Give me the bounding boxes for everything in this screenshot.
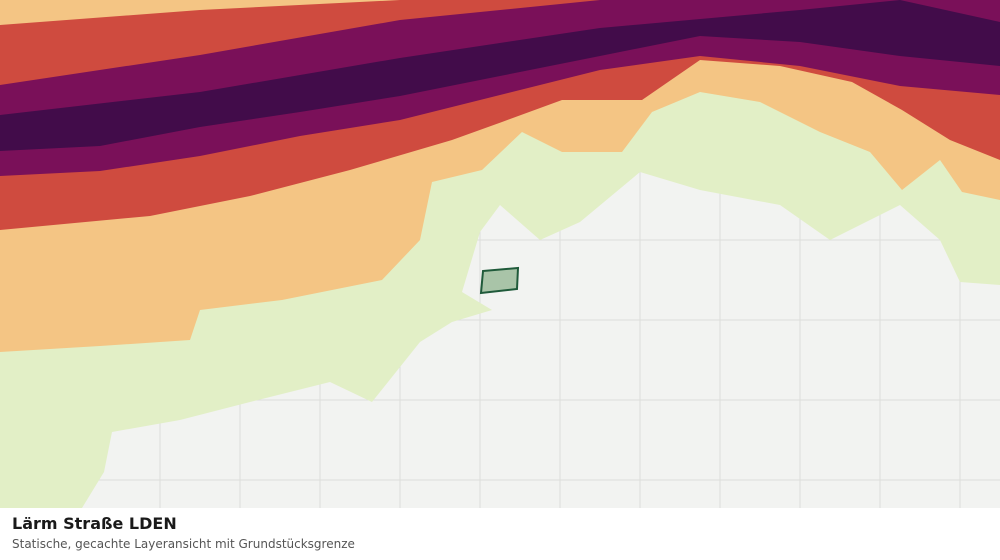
caption: Lärm Straße LDEN Statische, gecachte Lay… bbox=[0, 508, 1000, 560]
caption-subtitle: Statische, gecachte Layeransicht mit Gru… bbox=[12, 537, 355, 551]
parcel-boundary[interactable] bbox=[479, 266, 520, 295]
map-view bbox=[0, 0, 1000, 508]
noise-zone-very-high bbox=[0, 0, 1000, 176]
caption-title: Lärm Straße LDEN bbox=[12, 514, 177, 533]
noise-zone-extreme bbox=[0, 0, 1000, 151]
